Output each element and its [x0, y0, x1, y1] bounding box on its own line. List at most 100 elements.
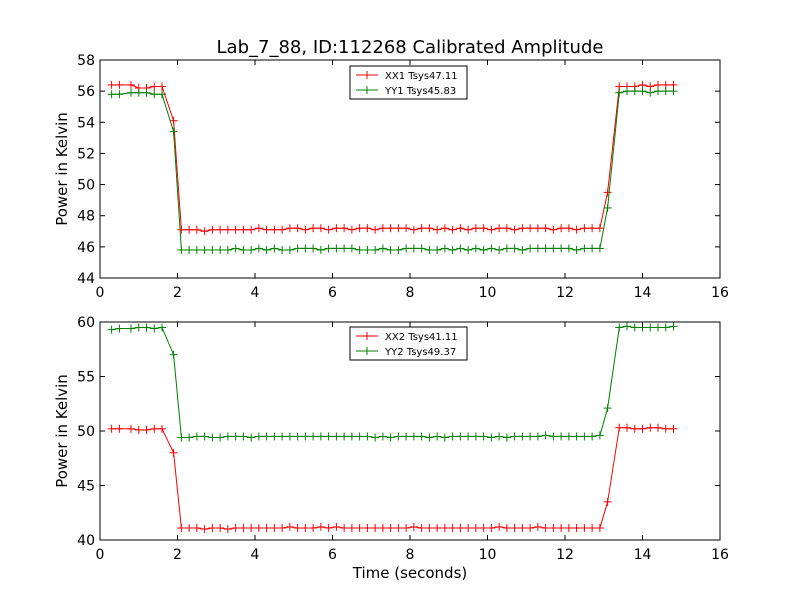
bottom-subplot: Power in Kelvin Time (seconds) 0 2 4 6 8 10 12… — [53, 315, 729, 582]
data-point — [533, 244, 542, 253]
x-tick-label: 2 — [173, 547, 182, 563]
data-point — [495, 432, 504, 441]
x-tick-label: 8 — [406, 547, 415, 563]
data-point — [487, 225, 496, 234]
data-point — [324, 432, 333, 441]
data-point — [285, 522, 294, 531]
y-tick-label: 44 — [77, 271, 95, 287]
data-point — [150, 90, 159, 99]
data-point — [425, 224, 434, 233]
data-point — [301, 225, 310, 234]
data-point — [107, 325, 116, 334]
data-point — [293, 224, 302, 233]
data-point — [371, 524, 380, 533]
x-axis-label: Time (seconds) — [352, 564, 468, 582]
data-point — [510, 225, 519, 234]
data-point — [549, 225, 558, 234]
data-point — [603, 188, 612, 197]
data-point — [115, 80, 124, 89]
data-point — [630, 323, 639, 332]
legend-item: XX1 Tsys47.11 — [356, 71, 458, 82]
data-point — [316, 245, 325, 254]
data-point — [448, 524, 457, 533]
data-point — [623, 423, 631, 432]
chart-title: Lab_7_88, ID:112268 Calibrated Amplitude — [217, 37, 604, 58]
data-point — [278, 524, 287, 533]
data-point — [502, 224, 511, 233]
data-point — [324, 524, 333, 533]
data-point — [526, 244, 535, 253]
data-point — [177, 524, 186, 533]
data-point — [564, 524, 573, 533]
data-point — [332, 432, 341, 441]
data-point — [557, 224, 566, 233]
data-point — [142, 323, 151, 332]
data-point — [646, 423, 655, 432]
data-point — [223, 245, 232, 254]
data-point — [518, 245, 527, 254]
data-point — [526, 224, 535, 233]
data-point — [169, 127, 178, 136]
data-point — [630, 87, 639, 96]
data-point — [448, 225, 457, 234]
data-point — [278, 245, 287, 254]
data-point — [623, 87, 631, 96]
data-point — [615, 88, 624, 97]
data-point — [394, 432, 403, 441]
y-tick-label: 46 — [77, 240, 95, 256]
data-point — [285, 224, 294, 233]
data-point — [471, 432, 480, 441]
bottom-y-axis-label: Power in Kelvin — [53, 374, 71, 488]
data-point — [623, 322, 631, 331]
data-point — [134, 323, 143, 332]
data-point — [595, 244, 604, 253]
data-point — [107, 90, 116, 99]
data-point — [409, 522, 418, 531]
data-point — [142, 425, 151, 434]
data-point — [541, 224, 550, 233]
data-point — [603, 497, 612, 506]
data-point — [192, 245, 201, 254]
x-tick-label: 14 — [634, 547, 652, 563]
y-tick-label: 55 — [77, 370, 95, 386]
series-line — [111, 90, 674, 251]
data-point — [270, 524, 279, 533]
data-point — [340, 224, 349, 233]
y-tick-label: 52 — [77, 146, 95, 162]
data-point — [471, 224, 480, 233]
data-point — [456, 224, 465, 233]
data-point — [231, 225, 240, 234]
data-point — [510, 524, 519, 533]
data-point — [169, 350, 178, 359]
data-point — [363, 245, 372, 254]
legend-item: YY1 Tsys45.83 — [356, 86, 456, 97]
data-point — [127, 88, 135, 97]
data-point — [572, 245, 581, 254]
data-point — [394, 245, 403, 254]
y-tick-label: 50 — [77, 424, 95, 440]
data-point — [580, 524, 589, 533]
data-point — [107, 424, 116, 433]
data-point — [332, 522, 341, 531]
data-point — [518, 524, 527, 533]
data-point — [549, 524, 558, 533]
data-point — [247, 225, 256, 234]
data-point — [433, 245, 442, 254]
data-point — [417, 224, 426, 233]
data-point — [541, 244, 550, 253]
series-line — [111, 84, 674, 232]
data-point — [661, 87, 670, 96]
series-line — [111, 427, 674, 530]
legend-label: YY1 Tsys45.83 — [384, 86, 456, 97]
data-point — [386, 224, 395, 233]
data-point — [378, 524, 387, 533]
data-point — [502, 433, 511, 442]
x-tick-label: 6 — [328, 547, 337, 563]
data-point — [661, 323, 670, 332]
data-point — [239, 432, 248, 441]
data-point — [115, 324, 124, 333]
data-point — [378, 244, 387, 253]
data-point — [115, 90, 124, 99]
data-point — [510, 432, 519, 441]
data-point — [158, 424, 166, 433]
